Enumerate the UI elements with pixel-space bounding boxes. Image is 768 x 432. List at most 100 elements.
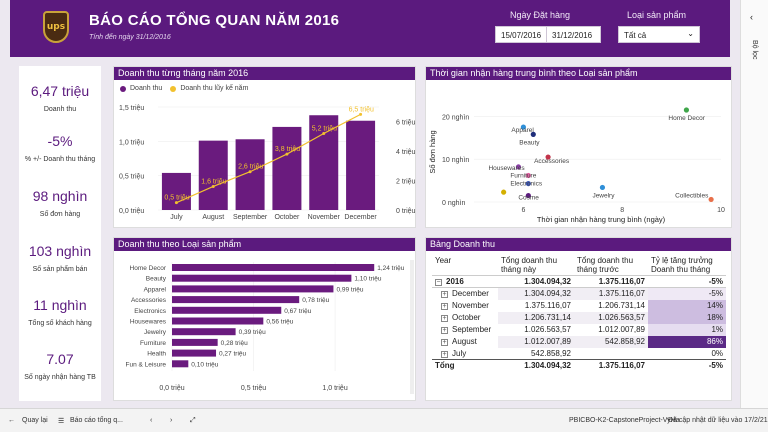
col-year[interactable]: Year bbox=[432, 255, 498, 276]
scatter-point bbox=[520, 124, 526, 130]
scatter-chart: 20 nghìn 10 nghìn 0 nghìn 6 8 10 Thời gian nhậ… bbox=[428, 107, 725, 224]
y-tick-label: 1,0 triệu bbox=[119, 139, 144, 146]
previous-revenue-cell: 1.375.116,07 bbox=[598, 361, 645, 371]
kpi-value: 6,47 triệu bbox=[30, 83, 90, 99]
kpi-value: 103 nghìn bbox=[28, 243, 92, 259]
date-to-input[interactable]: 31/12/2016 bbox=[546, 26, 601, 43]
collapse-icon[interactable]: − bbox=[435, 279, 442, 286]
row-label: −2016 bbox=[432, 276, 498, 288]
col-previous[interactable]: Tổng doanh thu tháng trước bbox=[574, 255, 648, 276]
scatter-point bbox=[525, 172, 531, 179]
expand-icon[interactable]: + bbox=[441, 291, 448, 299]
page-subtitle: Tính đến ngày 31/12/2016 bbox=[89, 34, 171, 41]
current-revenue-cell: 542.858,92 bbox=[498, 347, 574, 360]
page-selector[interactable]: Báo cáo tổng q... bbox=[70, 417, 123, 424]
category-bar bbox=[172, 274, 352, 282]
page-list-icon[interactable]: ☰ bbox=[58, 418, 65, 425]
category-dropdown-value: Tất cả bbox=[624, 31, 647, 40]
monthly-legend: Doanh thu Doanh thu lũy kế năm bbox=[120, 85, 248, 92]
growth-cell: 1% bbox=[648, 323, 726, 336]
table-total-row[interactable]: Tổng 1.304.094,32 1.375.116,07 -5% bbox=[432, 359, 726, 372]
previous-revenue-cell: 542.858,92 bbox=[574, 335, 648, 348]
current-revenue-cell: 1.026.563,57 bbox=[498, 323, 574, 336]
expand-icon[interactable]: + bbox=[441, 303, 448, 310]
filters-pane-label[interactable]: Bộ lọc bbox=[751, 40, 758, 60]
x-tick-label: July bbox=[170, 214, 183, 221]
filters-pane[interactable]: ‹ Bộ lọc bbox=[740, 0, 768, 408]
category-dropdown[interactable]: Tất cả ⌄ bbox=[618, 26, 700, 43]
expand-icon[interactable]: + bbox=[441, 327, 448, 334]
category-scrollbar[interactable] bbox=[410, 260, 414, 394]
revenue-table-panel: Bảng Doanh thu Year Tổng doanh thu tháng… bbox=[425, 237, 732, 401]
scatter-point bbox=[683, 107, 690, 113]
expand-icon[interactable]: + bbox=[441, 315, 448, 322]
growth-cell: 14% bbox=[648, 299, 726, 312]
previous-revenue-cell: 1.206.731,14 bbox=[574, 299, 648, 312]
collapse-chevron-icon[interactable]: ‹ bbox=[750, 12, 753, 22]
previous-revenue-cell bbox=[574, 347, 648, 360]
scatter-point-label: Home Decor bbox=[668, 115, 705, 122]
scatter-chart-title: Thời gian nhận hàng trung bình theo Loại… bbox=[426, 67, 731, 80]
previous-revenue-cell: 1.375.116,07 bbox=[574, 287, 648, 300]
growth-cell: -5% bbox=[708, 361, 723, 371]
monthly-chart-title: Doanh thu từng tháng năm 2016 bbox=[114, 67, 415, 80]
x-tick-label: 6 bbox=[521, 207, 525, 214]
back-button[interactable]: Quay lại bbox=[22, 417, 48, 424]
previous-revenue-cell: 1.026.563,57 bbox=[574, 311, 648, 324]
cumulative-point bbox=[322, 131, 326, 135]
col-current[interactable]: Tổng doanh thu tháng này bbox=[498, 255, 574, 276]
cumulative-data-label: 1,6 triệu bbox=[201, 178, 226, 185]
category-filter-label: Loại sản phẩm bbox=[627, 10, 687, 20]
table-row[interactable]: + October 1.206.731,14 1.026.563,57 18% bbox=[432, 311, 726, 324]
category-data-label: 0,27 triệu bbox=[219, 351, 246, 358]
col-growth[interactable]: Tỷ lệ tăng trưởng Doanh thu tháng bbox=[648, 255, 726, 276]
row-label-text: 2016 bbox=[446, 277, 464, 286]
scatter-point bbox=[525, 180, 531, 187]
kpi-label: Số đơn hàng bbox=[39, 211, 81, 218]
kpi-value: 11 nghìn bbox=[33, 297, 87, 313]
y-tick-label: 0 nghìn bbox=[442, 200, 465, 207]
table-row[interactable]: + December 1.304.094,32 1.375.116,07 -5% bbox=[432, 287, 726, 300]
scatter-point bbox=[515, 164, 522, 170]
cumulative-point bbox=[248, 170, 252, 174]
growth-cell: -5% bbox=[708, 277, 723, 286]
scatter-point bbox=[708, 196, 714, 203]
x-tick-label: August bbox=[202, 214, 224, 221]
growth-cell: 18% bbox=[648, 311, 726, 324]
x-tick-label: September bbox=[233, 214, 268, 221]
category-chart-title: Doanh thu theo Loại sản phẩm bbox=[114, 238, 415, 251]
table-row[interactable]: + July 542.858,92 0% bbox=[432, 347, 726, 360]
kpi-revenue-change: -5% % +/- Doanh thu tháng bbox=[19, 133, 101, 163]
table-year-row[interactable]: −2016 1.304.094,32 1.375.116,07 -5% bbox=[432, 276, 726, 288]
table-row[interactable]: + August 1.012.007,89 542.858,92 86% bbox=[432, 335, 726, 348]
category-chart: 0,0 triệu 0,5 triệu 1,0 triệu Home Decor 1,2… bbox=[126, 262, 405, 392]
back-arrow-icon[interactable]: ← bbox=[8, 417, 15, 424]
y-tick-label: 20 nghìn bbox=[442, 114, 469, 121]
category-data-label: 0,78 triệu bbox=[302, 297, 329, 304]
y2-tick-label: 2 triệu bbox=[396, 179, 416, 186]
table-row[interactable]: + November 1.375.116,07 1.206.731,14 14% bbox=[432, 299, 726, 312]
category-tick-label: Electronics bbox=[134, 308, 167, 315]
expand-icon[interactable]: + bbox=[441, 350, 448, 358]
current-revenue-cell: 1.375.116,07 bbox=[498, 299, 574, 312]
report-file-name: PBICBO-K2-CapstoneProject-VyHa bbox=[569, 417, 680, 424]
prev-page-icon[interactable]: ‹ bbox=[150, 417, 153, 424]
scatter-point-label: Beauty bbox=[519, 139, 540, 146]
date-from-input[interactable]: 15/07/2016 bbox=[495, 26, 550, 43]
cumulative-point bbox=[211, 184, 215, 188]
y-tick-label: 0,0 triệu bbox=[119, 208, 144, 215]
scatter-point bbox=[501, 189, 507, 195]
legend-dot-cumulative bbox=[170, 85, 177, 92]
fullscreen-icon[interactable]: ⤢ bbox=[190, 417, 196, 424]
category-bar bbox=[172, 338, 218, 346]
row-label: Tổng bbox=[432, 360, 498, 372]
cumulative-data-label: 6,5 triệu bbox=[349, 106, 374, 113]
table-row[interactable]: + September 1.026.563,57 1.012.007,89 1% bbox=[432, 323, 726, 336]
y2-tick-label: 4 triệu bbox=[396, 149, 416, 156]
category-data-label: 0,99 triệu bbox=[336, 286, 363, 293]
next-page-icon[interactable]: › bbox=[170, 417, 173, 424]
kpi-label: Số sản phẩm bán bbox=[32, 266, 88, 273]
x-axis-label: Thời gian nhận hàng trung bình (ngày) bbox=[537, 215, 666, 224]
monthly-revenue-panel: Doanh thu từng tháng năm 2016 Doanh thu … bbox=[113, 66, 416, 228]
expand-icon[interactable]: + bbox=[441, 339, 448, 346]
